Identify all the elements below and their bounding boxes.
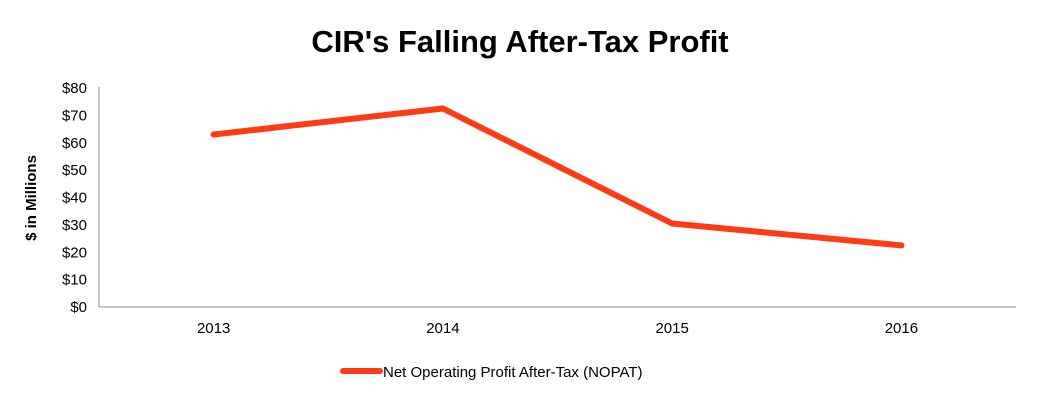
- y-tick-label: $60: [62, 135, 87, 152]
- y-tick-labels: $0 $10 $20 $30 $40 $50 $60 $70 $80: [62, 80, 87, 316]
- y-tick-label: $20: [62, 244, 87, 261]
- data-point: [671, 223, 673, 225]
- legend-label: Net Operating Profit After-Tax (NOPAT): [383, 364, 643, 381]
- y-tick-label: $70: [62, 107, 87, 124]
- x-tick-label: 2015: [655, 320, 688, 337]
- y-tick-label: $80: [62, 80, 87, 97]
- y-tick-label: $50: [62, 162, 87, 179]
- x-tick-label: 2016: [885, 320, 918, 337]
- y-axis-label: $ in Millions: [23, 155, 40, 241]
- x-tick-labels: 2013 2014 2015 2016: [197, 320, 918, 337]
- data-point: [442, 108, 444, 110]
- legend: Net Operating Profit After-Tax (NOPAT): [340, 364, 643, 381]
- data-point: [900, 244, 902, 246]
- y-tick-label: $30: [62, 217, 87, 234]
- x-tick-label: 2014: [426, 320, 459, 337]
- data-point: [213, 134, 215, 136]
- series-lines: [210, 105, 905, 249]
- y-tick-label: $10: [62, 272, 87, 289]
- x-tick-label: 2013: [197, 320, 230, 337]
- y-tick-label: $40: [62, 190, 87, 207]
- series-line: [210, 105, 905, 249]
- chart-title: CIR's Falling After-Tax Profit: [311, 24, 728, 59]
- y-tick-label: $0: [70, 299, 87, 316]
